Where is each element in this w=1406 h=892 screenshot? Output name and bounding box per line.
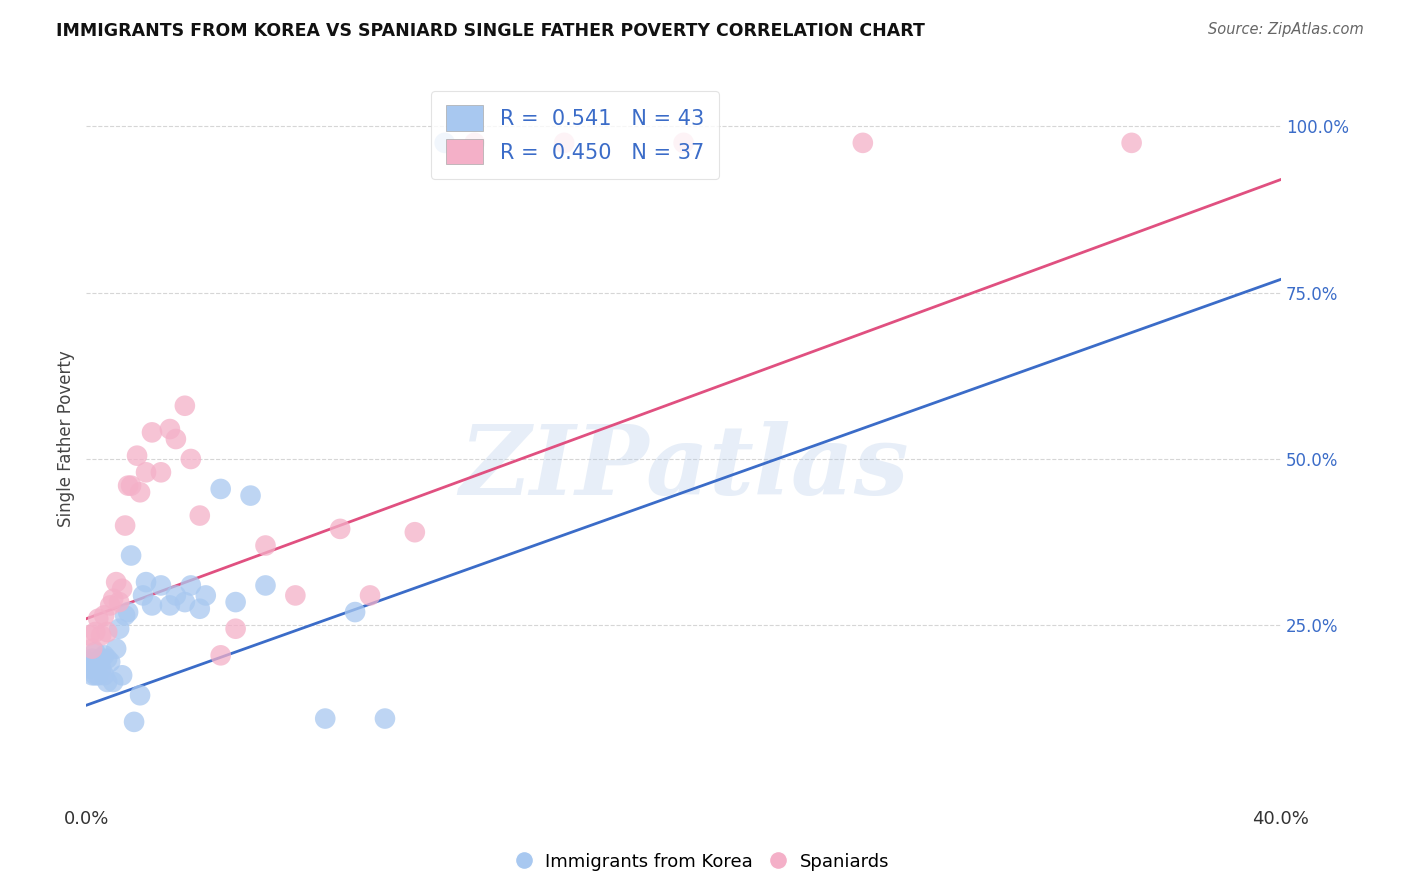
Text: IMMIGRANTS FROM KOREA VS SPANIARD SINGLE FATHER POVERTY CORRELATION CHART: IMMIGRANTS FROM KOREA VS SPANIARD SINGLE… <box>56 22 925 40</box>
Point <box>129 688 152 702</box>
Point <box>114 608 136 623</box>
Point <box>84 668 107 682</box>
Point <box>188 508 211 523</box>
Point <box>194 589 217 603</box>
Point <box>149 578 172 592</box>
Point <box>254 578 277 592</box>
Point <box>98 655 121 669</box>
Point <box>254 539 277 553</box>
Text: ZIPatlas: ZIPatlas <box>458 421 908 516</box>
Point <box>93 608 115 623</box>
Point <box>120 478 142 492</box>
Point <box>173 595 195 609</box>
Point <box>374 712 396 726</box>
Point <box>77 662 100 676</box>
Point <box>96 625 118 640</box>
Point <box>180 578 202 592</box>
Point <box>111 582 134 596</box>
Point <box>1121 136 1143 150</box>
Point <box>135 575 157 590</box>
Point <box>329 522 352 536</box>
Point <box>141 599 163 613</box>
Point <box>87 612 110 626</box>
Point <box>239 489 262 503</box>
Point <box>173 399 195 413</box>
Point <box>84 645 107 659</box>
Point <box>359 589 381 603</box>
Point <box>129 485 152 500</box>
Point <box>101 591 124 606</box>
Point <box>180 452 202 467</box>
Point <box>84 655 107 669</box>
Point <box>98 599 121 613</box>
Point <box>108 622 131 636</box>
Point <box>344 605 367 619</box>
Point <box>117 605 139 619</box>
Point <box>672 136 695 150</box>
Point <box>90 628 112 642</box>
Point <box>159 422 181 436</box>
Point <box>135 465 157 479</box>
Point <box>464 136 486 150</box>
Point <box>314 712 336 726</box>
Point <box>125 449 148 463</box>
Point <box>87 668 110 682</box>
Point <box>141 425 163 440</box>
Point <box>225 595 247 609</box>
Point <box>90 662 112 676</box>
Legend: R =  0.541   N = 43, R =  0.450   N = 37: R = 0.541 N = 43, R = 0.450 N = 37 <box>432 91 718 179</box>
Point <box>284 589 307 603</box>
Point <box>105 575 128 590</box>
Point <box>90 651 112 665</box>
Text: Source: ZipAtlas.com: Source: ZipAtlas.com <box>1208 22 1364 37</box>
Point <box>77 628 100 642</box>
Point <box>433 136 456 150</box>
Point <box>82 641 104 656</box>
Point <box>159 599 181 613</box>
Point <box>101 675 124 690</box>
Point <box>84 625 107 640</box>
Point <box>165 432 187 446</box>
Point <box>87 655 110 669</box>
Point <box>120 549 142 563</box>
Point <box>117 478 139 492</box>
Point <box>132 589 155 603</box>
Point <box>188 601 211 615</box>
Point <box>93 648 115 663</box>
Point <box>209 482 232 496</box>
Point <box>77 655 100 669</box>
Point <box>96 675 118 690</box>
Point <box>122 714 145 729</box>
Point <box>114 518 136 533</box>
Point <box>108 595 131 609</box>
Point <box>96 651 118 665</box>
Y-axis label: Single Father Poverty: Single Father Poverty <box>58 351 75 527</box>
Point <box>82 668 104 682</box>
Point <box>852 136 875 150</box>
Point <box>165 589 187 603</box>
Point <box>105 641 128 656</box>
Point <box>149 465 172 479</box>
Point <box>225 622 247 636</box>
Legend: Immigrants from Korea, Spaniards: Immigrants from Korea, Spaniards <box>509 846 897 879</box>
Point <box>404 525 426 540</box>
Point <box>553 136 575 150</box>
Point <box>93 668 115 682</box>
Point <box>82 651 104 665</box>
Point <box>111 668 134 682</box>
Point <box>209 648 232 663</box>
